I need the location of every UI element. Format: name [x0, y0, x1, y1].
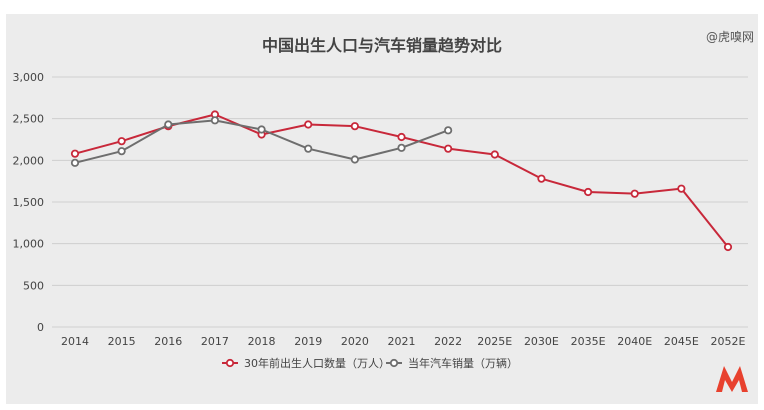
series-car_sales [70, 116, 453, 167]
data-point-births [630, 189, 639, 198]
y-tick-label: 1,500 [13, 196, 45, 209]
y-tick-label: 2,500 [13, 113, 45, 126]
data-point-births [490, 150, 499, 159]
x-tick-label: 2030E [524, 335, 559, 348]
data-point-births [723, 242, 733, 252]
grid-lines [52, 76, 748, 328]
data-point-car_sales [70, 158, 80, 167]
x-tick-label: 2016 [154, 335, 182, 348]
x-tick-label: 2052E [711, 335, 746, 348]
series-births [70, 110, 733, 252]
y-tick-label: 3,000 [13, 71, 45, 84]
x-tick-label: 2015 [108, 335, 136, 348]
legend-label: 当年汽车销量（万辆） [408, 356, 518, 370]
y-axis: 0 500 1,000 1,500 2,000 2,500 3,000 [13, 71, 45, 334]
x-tick-label: 2014 [61, 335, 89, 348]
legend-label: 30年前出生人口数量（万人） [244, 356, 390, 370]
brand-logo-icon [716, 366, 748, 392]
x-tick-label: 2017 [201, 335, 229, 348]
series-layer [70, 110, 733, 252]
data-point-births [444, 144, 453, 153]
data-point-births [397, 132, 406, 142]
data-point-births [677, 184, 686, 193]
data-point-car_sales [164, 120, 173, 129]
x-axis: 2014 2015 2016 2017 2018 2019 2020 2021 2022 2025… [61, 335, 746, 348]
x-tick-label: 2021 [388, 335, 416, 348]
y-tick-label: 500 [23, 279, 44, 292]
x-tick-label: 2045E [664, 335, 699, 348]
x-tick-label: 2040E [617, 335, 652, 348]
x-tick-label: 2018 [248, 335, 276, 348]
data-point-births [117, 137, 126, 146]
x-tick-label: 2025E [477, 335, 512, 348]
data-point-car_sales [350, 155, 359, 164]
watermark: @虎嗅网 [705, 30, 754, 44]
data-point-births [304, 120, 313, 129]
legend-item-births: 30年前出生人口数量（万人） [222, 356, 390, 370]
x-tick-label: 2035E [571, 335, 606, 348]
data-point-births [537, 174, 546, 183]
data-point-car_sales [117, 147, 126, 156]
data-point-car_sales [304, 144, 313, 153]
data-point-car_sales [397, 143, 406, 152]
y-tick-label: 1,000 [13, 238, 45, 251]
data-point-car_sales [257, 125, 266, 134]
legend-swatch-marker [225, 358, 235, 368]
legend: 30年前出生人口数量（万人） 当年汽车销量（万辆） [222, 356, 518, 370]
data-point-car_sales [444, 126, 453, 135]
data-point-births [350, 122, 359, 131]
x-tick-label: 2020 [341, 335, 369, 348]
x-tick-label: 2019 [294, 335, 322, 348]
data-point-births [583, 187, 593, 197]
data-point-births [70, 149, 80, 158]
chart-title: 中国出生人口与汽车销量趋势对比 [262, 36, 502, 55]
y-tick-label: 0 [37, 321, 44, 334]
x-tick-label: 2022 [434, 335, 462, 348]
legend-swatch-marker [389, 358, 399, 368]
y-tick-label: 2,000 [13, 154, 45, 167]
data-point-car_sales [210, 116, 220, 125]
legend-item-car_sales: 当年汽车销量（万辆） [386, 356, 518, 370]
chart-panel [6, 14, 758, 404]
